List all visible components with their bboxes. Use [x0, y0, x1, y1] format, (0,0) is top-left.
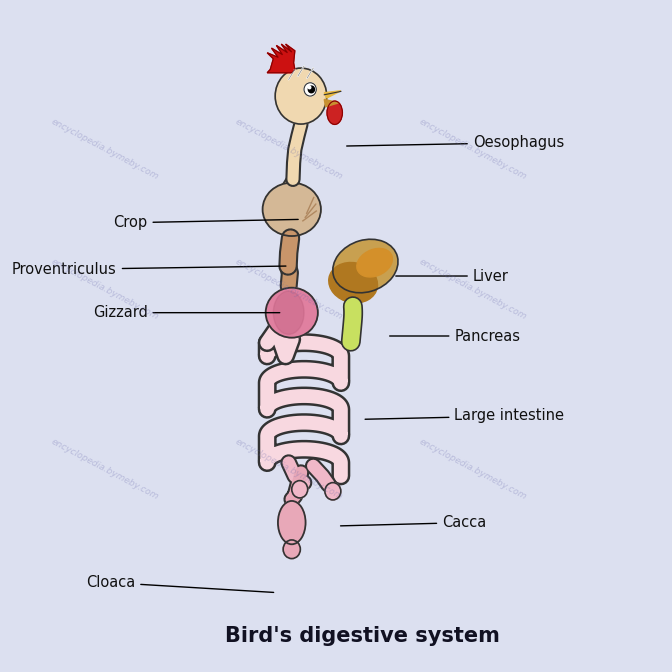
Polygon shape [325, 99, 339, 107]
Text: encyclopedia.bymeby.com: encyclopedia.bymeby.com [417, 257, 528, 322]
Text: encyclopedia.bymeby.com: encyclopedia.bymeby.com [233, 437, 344, 501]
Text: Liver: Liver [396, 269, 509, 284]
Ellipse shape [278, 501, 306, 544]
Text: Proventriculus: Proventriculus [12, 262, 286, 277]
Text: Bird's digestive system: Bird's digestive system [225, 626, 500, 646]
Polygon shape [267, 44, 295, 73]
Text: encyclopedia.bymeby.com: encyclopedia.bymeby.com [49, 257, 160, 322]
Text: encyclopedia.bymeby.com: encyclopedia.bymeby.com [49, 117, 160, 181]
Circle shape [308, 86, 314, 93]
Circle shape [283, 540, 300, 558]
Text: encyclopedia.bymeby.com: encyclopedia.bymeby.com [233, 117, 344, 181]
Polygon shape [325, 91, 341, 98]
Text: Large intestine: Large intestine [365, 409, 564, 423]
Ellipse shape [357, 249, 392, 277]
Circle shape [308, 86, 310, 89]
Circle shape [304, 83, 317, 96]
Ellipse shape [265, 288, 318, 337]
Circle shape [275, 68, 327, 124]
Text: Cacca: Cacca [341, 515, 487, 530]
Ellipse shape [334, 241, 397, 292]
Ellipse shape [263, 183, 321, 236]
Ellipse shape [327, 101, 343, 124]
Ellipse shape [329, 263, 378, 303]
Text: encyclopedia.bymeby.com: encyclopedia.bymeby.com [49, 437, 160, 501]
Text: Cloaca: Cloaca [86, 575, 274, 593]
Text: encyclopedia.bymeby.com: encyclopedia.bymeby.com [417, 437, 528, 501]
Ellipse shape [274, 291, 304, 335]
Text: Oesophagus: Oesophagus [347, 135, 564, 151]
Text: Pancreas: Pancreas [390, 329, 520, 343]
Text: encyclopedia.bymeby.com: encyclopedia.bymeby.com [417, 117, 528, 181]
Text: Crop: Crop [114, 215, 298, 230]
Text: Gizzard: Gizzard [93, 305, 280, 320]
Circle shape [325, 482, 341, 500]
Text: encyclopedia.bymeby.com: encyclopedia.bymeby.com [233, 257, 344, 322]
Circle shape [292, 480, 308, 498]
